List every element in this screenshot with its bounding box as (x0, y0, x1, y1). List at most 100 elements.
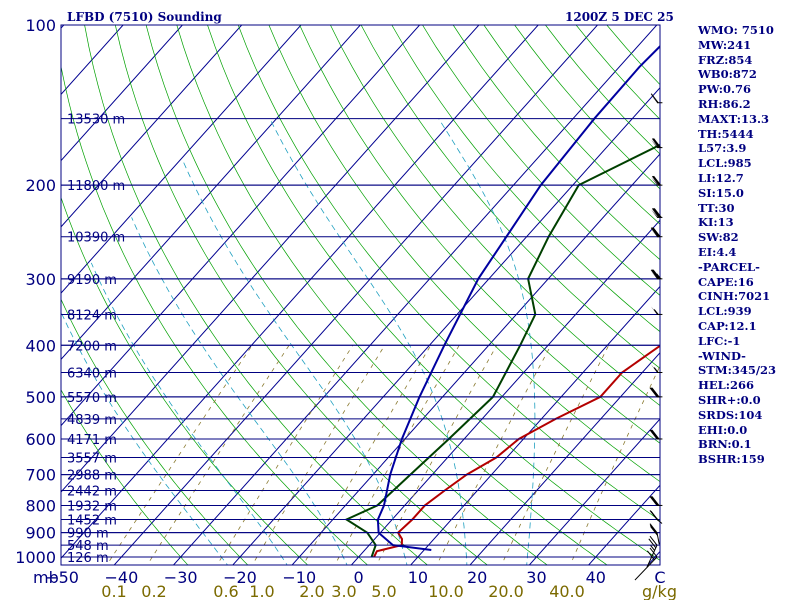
index-item: WB0:872 (698, 67, 757, 82)
mixing-ratio-line (569, 365, 660, 565)
mixing-ratio-line (500, 345, 610, 565)
index-item: L57:3.9 (698, 141, 747, 156)
index-item: STM:345/23 (698, 363, 777, 378)
index-item: SW:82 (698, 230, 739, 245)
index-item: CINH:7021 (698, 289, 771, 304)
dry-adiabat (391, 25, 660, 333)
pressure-tick-label: 200 (25, 176, 56, 195)
dry-adiabat (176, 25, 608, 565)
dry-adiabat (268, 25, 660, 483)
index-item: KI:13 (698, 215, 734, 230)
temperature-tick-label: −50 (45, 568, 79, 587)
wind-barb (646, 535, 658, 568)
height-label: 6340 m (67, 367, 117, 382)
index-item: MAXT:13.3 (698, 111, 769, 126)
dry-adiabat (330, 25, 660, 406)
isotherm (469, 351, 660, 565)
mixing-ratio-tick-label: 0.2 (141, 582, 166, 600)
index-item: HEL:266 (698, 378, 754, 393)
pressure-tick-label: 500 (25, 388, 56, 407)
height-label: 1452 m (67, 513, 117, 528)
dry-adiabat (61, 64, 369, 565)
index-item: TH:5444 (698, 126, 754, 141)
pressure-tick-label: 100 (25, 16, 56, 35)
profiles (344, 44, 660, 558)
height-label: 11800 m (67, 179, 125, 194)
stability-indices: WMO: 7510 MW:241 FRZ:854 WB0:872 PW:0.76 RH:8… (698, 23, 798, 467)
mixing-ratio-tick-label: 0.6 (213, 582, 238, 600)
temperature-tick-label: 0 (353, 568, 363, 587)
index-item: CAPE:16 (698, 274, 754, 289)
isotherm (410, 285, 660, 565)
index-item: -PARCEL- (698, 259, 760, 274)
mixing-ratio-tick-label: 5.0 (371, 582, 396, 600)
index-item: SRDS:104 (698, 407, 763, 422)
sounding-time: 1200Z 5 DEC 25 (565, 10, 674, 24)
temperature-profile (373, 344, 660, 558)
mixing-ratio-line (146, 345, 290, 565)
index-item: CAP:12.1 (698, 318, 757, 333)
dry-adiabat (207, 25, 660, 561)
wind-barbs (634, 93, 663, 581)
height-label: 4839 m (67, 413, 117, 428)
isotherm (232, 86, 660, 565)
isotherm (61, 25, 480, 493)
mixing-ratio-unit-label: g/kg (642, 582, 677, 600)
dry-adiabat (299, 25, 660, 444)
height-label: 2442 m (67, 485, 117, 500)
station-title: LFBD (7510) Sounding (67, 10, 222, 24)
parcel-profile (376, 44, 660, 551)
mixing-ratio-tick-label: 0.1 (101, 582, 126, 600)
pressure-tick-label: 900 (25, 524, 56, 543)
dry-adiabat (61, 389, 189, 565)
index-item: LCL:985 (698, 156, 752, 171)
index-item: EHI:0.0 (698, 422, 748, 437)
pressure-tick-label: 300 (25, 270, 56, 289)
wind-barb (651, 138, 663, 149)
wind-barb (650, 269, 663, 280)
isotherm (61, 25, 302, 294)
height-label: 3557 m (67, 451, 117, 466)
mixing-ratio-line (302, 345, 432, 565)
wind-barb (650, 93, 663, 104)
moist-adiabat (269, 118, 468, 565)
isotherm (350, 219, 660, 565)
dry-adiabat (237, 25, 660, 522)
mixing-ratio-line (106, 345, 253, 565)
wind-barb (649, 429, 663, 440)
index-item: RH:86.2 (698, 96, 751, 111)
moist-adiabat (131, 217, 348, 565)
height-label: 4171 m (67, 433, 117, 448)
isotherm (61, 25, 184, 162)
dry-adiabat (61, 298, 249, 565)
isotherm (291, 153, 660, 565)
wind-barb (649, 523, 660, 545)
mixing-ratio-tick-label: 3.0 (331, 582, 356, 600)
isotherm (61, 25, 124, 96)
isotherm (61, 25, 361, 361)
temperature-tick-label: −20 (223, 568, 257, 587)
height-label: 7200 m (67, 339, 117, 354)
height-label: 10390 m (67, 231, 125, 246)
mixing-ratio-tick-label: 10.0 (428, 582, 464, 600)
dry-adiabat (61, 196, 309, 565)
mixing-ratio-line (375, 345, 498, 565)
index-item: MW:241 (698, 37, 752, 52)
wind-barb (651, 364, 663, 374)
mixing-ratio-line (334, 345, 460, 565)
moist-adiabat (90, 262, 288, 565)
index-item: LCL:939 (698, 304, 752, 319)
index-item: SHR+:0.0 (698, 392, 761, 407)
index-item: WMO: 7510 (698, 23, 774, 37)
isotherm (61, 25, 421, 427)
height-label: 1932 m (67, 499, 117, 514)
dry-adiabat (452, 25, 660, 261)
index-item: TT:30 (698, 200, 735, 215)
temperature-tick-label: 20 (467, 568, 487, 587)
mixing-ratio-tick-label: 40.0 (549, 582, 585, 600)
temperature-tick-label: 10 (408, 568, 428, 587)
wind-barb (650, 227, 663, 238)
plot-frame (60, 24, 661, 566)
